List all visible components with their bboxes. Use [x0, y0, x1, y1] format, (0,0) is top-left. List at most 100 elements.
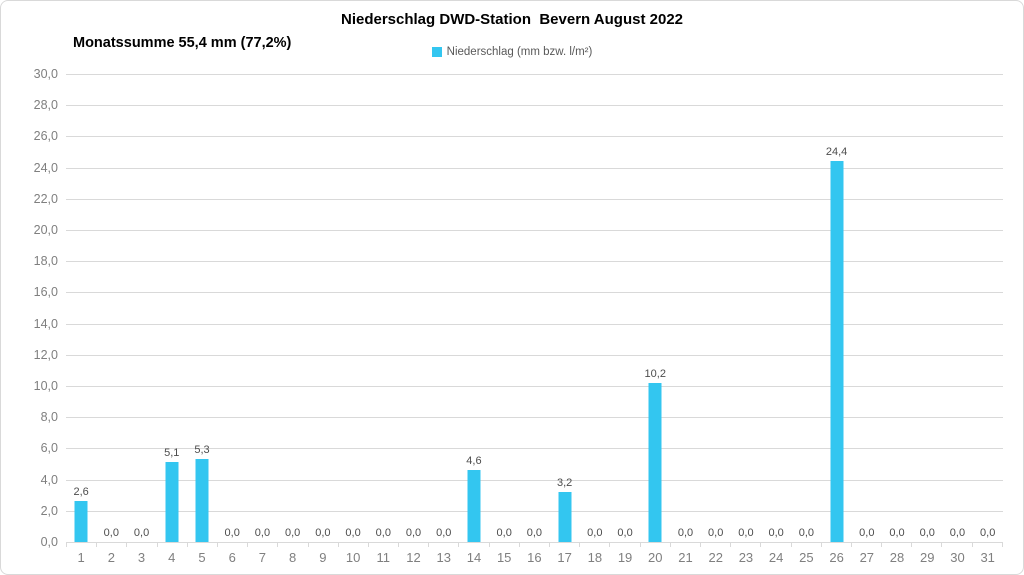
data-label: 24,4 [825, 146, 848, 159]
data-label: 10,2 [644, 367, 666, 380]
category-slot: 4,6 [459, 74, 489, 542]
gridline [66, 386, 1003, 388]
x-tick-mark [459, 543, 490, 547]
gridline [66, 198, 1003, 200]
category-slot: 0,0 [519, 74, 549, 542]
x-tick-label: 11 [376, 550, 391, 565]
x-tick-label: 5 [198, 550, 206, 565]
x-axis-ticks [66, 542, 1003, 547]
x-tick-label: 6 [228, 550, 236, 565]
category-slot: 24,4 [821, 74, 851, 542]
category-slot: 0,0 [338, 74, 368, 542]
category-slot: 2,6 [66, 74, 96, 542]
x-tick-mark [671, 543, 701, 547]
category-slot: 0,0 [398, 74, 428, 542]
y-tick-label: 30,0 [33, 67, 58, 81]
data-label: 0,0 [798, 527, 815, 539]
category-slot: 0,0 [701, 74, 731, 542]
x-tick-mark [822, 543, 852, 547]
y-axis: 0,0 2,0 4,0 6,0 8,0 10,0 12,0 14,0 16,0 18,0 20,0 2… [1, 67, 58, 549]
x-tick-label: 14 [466, 550, 482, 565]
x-tick-label: 19 [617, 550, 633, 565]
x-tick-mark [912, 543, 943, 547]
x-tick-label: 24 [768, 550, 784, 565]
x-tick-mark [309, 543, 339, 547]
x-tick-mark [610, 543, 641, 547]
x-tick-label: 21 [678, 550, 693, 565]
x-tick-mark [731, 543, 762, 547]
x-tick-mark [490, 543, 520, 547]
x-tick-label: 20 [648, 550, 663, 565]
x-tick-label: 23 [738, 550, 754, 565]
x-tick-mark [701, 543, 732, 547]
y-tick-label: 12,0 [33, 347, 58, 362]
x-tick-label: 7 [258, 550, 267, 565]
x-tick-mark [973, 543, 1003, 547]
data-label: 0,0 [889, 527, 905, 539]
x-tick-label: 9 [319, 550, 327, 565]
y-tick-label: 4,0 [40, 472, 58, 487]
legend: Niederschlag (mm bzw. l/m²) [1, 46, 1023, 58]
data-label: 0,0 [980, 527, 996, 539]
gridline [66, 136, 1003, 138]
data-label: 5,1 [164, 447, 180, 460]
y-tick-label: 26,0 [33, 129, 58, 144]
data-label: 0,0 [587, 527, 603, 539]
category-slot: 3,2 [550, 74, 580, 542]
gridlines [66, 74, 1003, 542]
category-slot: 5,1 [157, 74, 187, 542]
data-label: 0,0 [677, 527, 694, 539]
gridline [66, 354, 1003, 356]
gridline [66, 261, 1003, 263]
data-label: 0,0 [617, 527, 633, 539]
category-slot: 0,0 [217, 74, 247, 542]
data-label: 0,0 [768, 527, 784, 539]
x-tick-mark [641, 543, 671, 547]
data-label: 0,0 [254, 527, 271, 539]
x-tick-mark [278, 543, 309, 547]
data-label: 0,0 [436, 527, 452, 539]
data-label: 0,0 [708, 527, 724, 539]
data-label: 0,0 [375, 527, 391, 539]
category-slot: 0,0 [489, 74, 519, 542]
category-slot: 0,0 [973, 74, 1003, 542]
x-tick-label: 3 [137, 550, 146, 565]
x-tick-mark [339, 543, 369, 547]
data-label: 0,0 [949, 527, 966, 539]
x-tick-mark [580, 543, 611, 547]
data-label: 0,0 [496, 527, 512, 539]
data-label: 0,0 [103, 527, 119, 539]
x-tick-mark [550, 543, 581, 547]
x-tick-mark [852, 543, 883, 547]
data-label: 0,0 [526, 527, 543, 539]
bar [648, 382, 662, 542]
bar [830, 161, 844, 542]
y-tick-label: 24,0 [33, 160, 58, 175]
category-slot: 0,0 [942, 74, 972, 542]
x-tick-label: 4 [168, 550, 176, 565]
x-tick-label: 31 [980, 550, 995, 565]
category-slot: 0,0 [368, 74, 398, 542]
x-tick-label: 26 [829, 550, 844, 565]
x-tick-mark [369, 543, 400, 547]
category-slot: 0,0 [670, 74, 700, 542]
category-slot: 0,0 [731, 74, 761, 542]
data-label: 0,0 [284, 527, 301, 539]
chart-subtitle: Monatssumme 55,4 mm (77,2%) [73, 35, 292, 51]
x-axis-labels: 1 2 3 4 5 6 7 8 9 10 11 12 13 14 15 16 17 18 19 20 21 22 23 24 2… [66, 550, 1003, 565]
gridline [66, 510, 1003, 512]
y-tick-label: 16,0 [33, 285, 58, 300]
x-tick-label: 25 [799, 550, 814, 565]
y-tick-label: 14,0 [33, 316, 58, 331]
gridline [66, 167, 1003, 169]
gridline [66, 230, 1003, 232]
data-label: 0,0 [133, 527, 150, 539]
data-label: 0,0 [405, 527, 422, 539]
x-tick-mark [158, 543, 188, 547]
plot-area: 2,6 0,0 0,0 5,1 5,3 0,0 0,0 0,0 0,0 0,0 0,0 0,0 0,0 4… [66, 74, 1003, 542]
category-slot: 0,0 [882, 74, 912, 542]
y-tick-label: 6,0 [40, 441, 58, 456]
legend-label: Niederschlag (mm bzw. l/m²) [446, 46, 593, 58]
y-tick-label: 10,0 [33, 379, 58, 394]
